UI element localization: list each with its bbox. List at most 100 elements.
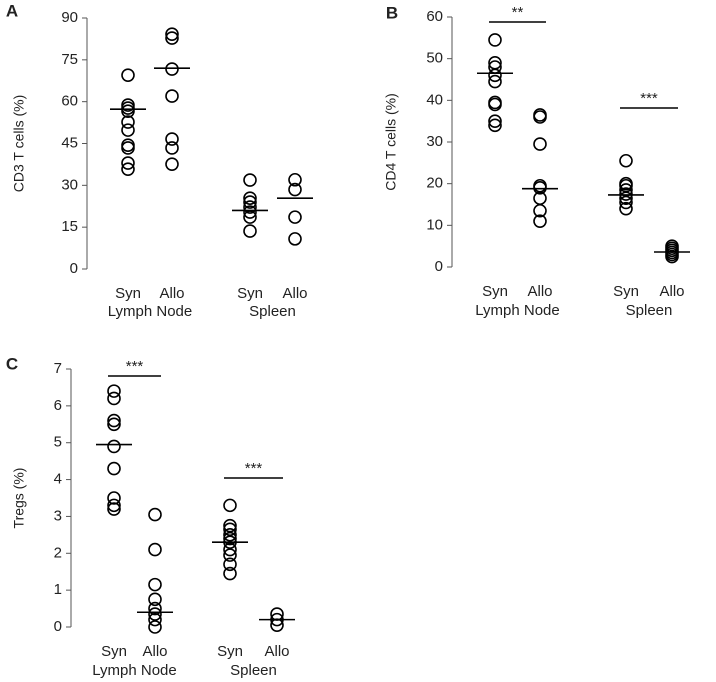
data-point [121, 141, 135, 155]
data-point [165, 27, 179, 41]
data-point [619, 187, 633, 201]
data-point [148, 601, 162, 616]
data-point [488, 74, 502, 89]
significance-label: *** [245, 460, 263, 477]
data-point [488, 33, 502, 47]
data-point [533, 110, 547, 124]
data-point [223, 566, 237, 581]
y-tick-label: 10 [426, 216, 443, 233]
data-point [619, 191, 633, 206]
data-point [148, 592, 162, 607]
y-tick-label: 50 [426, 50, 443, 67]
data-point [288, 172, 302, 187]
y-tick-label: 90 [61, 9, 78, 26]
data-point [165, 89, 179, 103]
data-point [288, 182, 302, 197]
panel-label: A [6, 1, 18, 20]
data-point [533, 181, 547, 195]
data-point [243, 191, 257, 205]
y-tick-label: 4 [54, 471, 62, 488]
significance-label: *** [640, 90, 658, 107]
y-tick-label: 60 [61, 93, 78, 110]
data-point [223, 557, 237, 572]
data-point [619, 153, 633, 168]
data-point [107, 391, 121, 406]
data-point [665, 249, 679, 264]
y-tick-label: 2 [54, 544, 62, 561]
data-point [488, 68, 502, 83]
data-point [107, 461, 121, 476]
y-tick-label: 45 [61, 134, 78, 151]
y-tick-label: 1 [54, 581, 62, 598]
data-point [121, 104, 135, 118]
data-point [121, 162, 135, 176]
data-point [107, 502, 121, 516]
data-point [619, 195, 633, 210]
panel-label: B [386, 3, 398, 22]
data-point [107, 417, 121, 432]
panel-label: C [6, 354, 18, 373]
data-point [243, 173, 257, 187]
category-label: Allo [527, 283, 552, 300]
data-point [107, 384, 121, 398]
y-axis-label: Tregs (%) [11, 468, 27, 529]
data-point [165, 132, 179, 146]
data-point [148, 577, 162, 592]
group-label: Lymph Node [108, 303, 193, 320]
y-tick-label: 7 [54, 360, 62, 377]
significance-label: ** [512, 4, 524, 21]
category-label: Allo [159, 285, 184, 302]
data-point [243, 195, 257, 209]
y-tick-label: 3 [54, 507, 62, 524]
data-point [223, 531, 237, 546]
group-label: Spleen [626, 302, 673, 319]
data-point [223, 542, 237, 557]
category-label: Syn [237, 285, 263, 302]
data-point [619, 201, 633, 216]
y-tick-label: 5 [54, 434, 62, 451]
category-label: Syn [217, 643, 243, 660]
data-point [121, 123, 135, 137]
data-point [223, 528, 237, 542]
y-tick-label: 40 [426, 91, 443, 108]
data-point [121, 115, 135, 129]
group-label: Spleen [230, 662, 277, 679]
data-point [121, 138, 135, 152]
data-point [107, 439, 121, 454]
data-point [107, 491, 121, 505]
data-point [165, 62, 179, 76]
category-label: Syn [115, 285, 141, 302]
data-point [488, 118, 502, 133]
y-tick-label: 20 [426, 175, 443, 192]
category-label: Syn [613, 283, 639, 300]
data-point [488, 97, 502, 112]
data-point [148, 542, 162, 557]
data-point [165, 31, 179, 45]
data-point [243, 205, 257, 219]
data-point [243, 224, 257, 238]
data-point [223, 548, 237, 562]
data-point [121, 156, 135, 170]
data-point [148, 620, 162, 634]
data-point [148, 607, 162, 621]
data-point [533, 137, 547, 151]
category-label: Allo [142, 643, 167, 660]
data-point [243, 200, 257, 214]
y-tick-label: 15 [61, 218, 78, 235]
data-point [288, 232, 302, 246]
y-tick-label: 6 [54, 397, 62, 414]
y-axis-label: CD4 T cells (%) [383, 93, 399, 191]
significance-label: *** [126, 358, 144, 375]
data-point [533, 203, 547, 218]
data-point [165, 157, 179, 171]
data-point [107, 498, 121, 513]
y-tick-label: 0 [435, 258, 443, 275]
data-point [148, 612, 162, 627]
category-label: Allo [659, 283, 684, 300]
category-label: Allo [264, 643, 289, 660]
category-label: Syn [482, 283, 508, 300]
data-point [288, 210, 302, 224]
data-point [488, 114, 502, 128]
